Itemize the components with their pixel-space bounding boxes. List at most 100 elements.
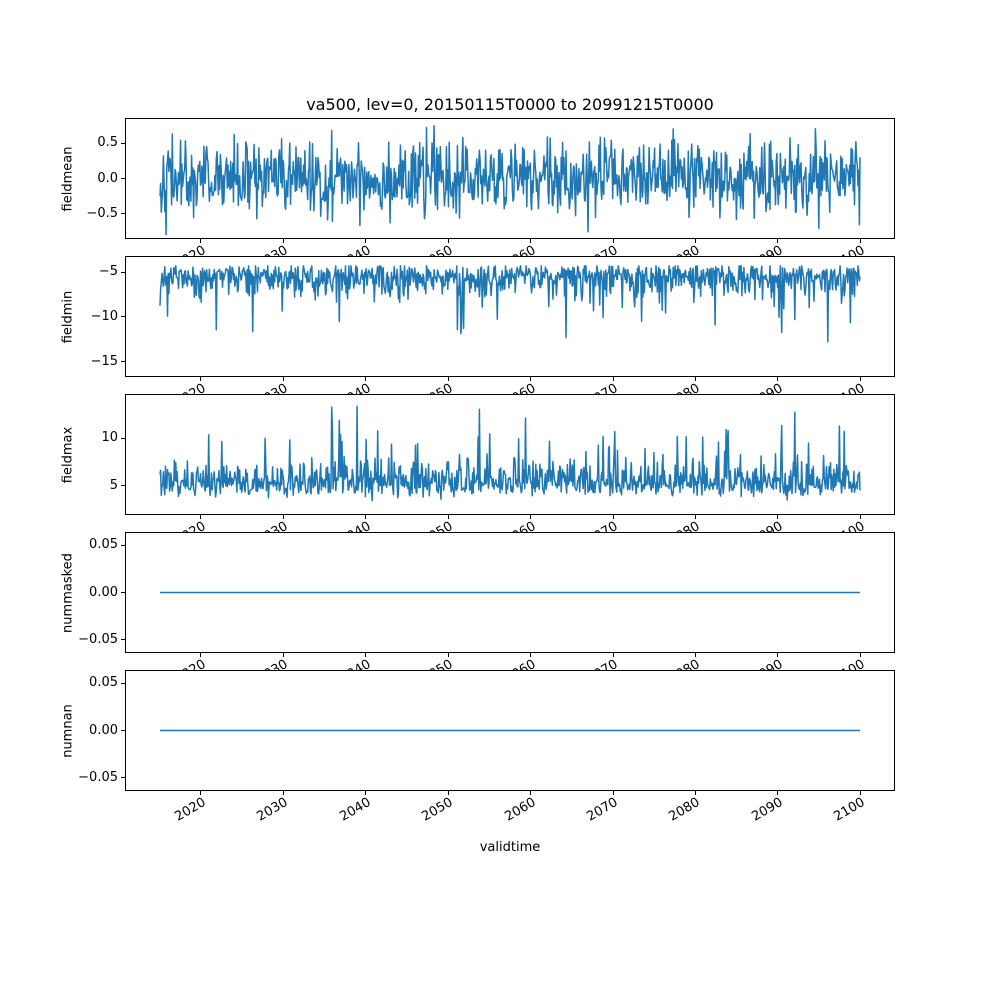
x-tick-mark [612, 239, 614, 243]
y-tick-label: −10 [90, 308, 118, 324]
x-tick-mark [282, 515, 284, 519]
x-tick-mark [365, 377, 367, 381]
series-line-fieldmin [159, 265, 861, 343]
y-tick-label: 0.0 [97, 170, 118, 186]
y-tick-label: −0.05 [78, 631, 118, 647]
x-tick-mark [365, 653, 367, 657]
x-tick-mark [612, 791, 614, 795]
x-tick-mark [447, 653, 449, 657]
plot-canvas-nummasked [125, 532, 895, 653]
y-tick-label: 0.00 [89, 584, 118, 600]
x-tick-mark [447, 377, 449, 381]
subplot-fieldmax: fieldmax10520202030204020502060207020802… [61, 394, 895, 549]
y-tick-label: −0.5 [86, 205, 118, 221]
y-tick-mark [121, 639, 125, 641]
x-tick-mark [777, 377, 779, 381]
x-tick-mark [694, 791, 696, 795]
x-tick-mark [282, 653, 284, 657]
series-line-fieldmax [159, 405, 861, 502]
y-tick-mark [121, 544, 125, 546]
x-tick-mark [282, 791, 284, 795]
y-axis-label-fieldmin: fieldmin [60, 290, 76, 343]
x-tick-label: 2030 [254, 795, 291, 825]
x-tick-mark [200, 377, 202, 381]
x-tick-mark [859, 791, 861, 795]
x-tick-mark [365, 239, 367, 243]
x-tick-label: 2040 [337, 795, 374, 825]
y-tick-mark [121, 682, 125, 684]
axes-frame [125, 118, 895, 239]
y-tick-label: 0.5 [97, 135, 118, 151]
x-tick-mark [859, 239, 861, 243]
x-tick-label: 2060 [501, 795, 539, 825]
x-tick-mark [694, 515, 696, 519]
x-tick-label: 2100 [831, 795, 868, 825]
y-tick-mark [121, 178, 125, 179]
x-tick-mark [777, 791, 779, 795]
x-tick-mark [447, 791, 449, 795]
x-tick-mark [694, 377, 696, 381]
y-tick-mark [121, 777, 125, 779]
x-tick-mark [447, 239, 449, 243]
plot-canvas-fieldmax [125, 394, 895, 515]
y-axis-label-nummasked: nummasked [60, 552, 76, 633]
x-tick-mark [447, 515, 449, 519]
x-tick-mark [530, 377, 532, 381]
y-tick-label: 0.05 [89, 675, 118, 691]
y-tick-mark [121, 485, 125, 487]
figure-title: va500, lev=0, 20150115T0000 to 20991215T… [306, 95, 714, 114]
plot-canvas-fieldmean [125, 118, 895, 239]
x-tick-mark [200, 239, 202, 243]
y-tick-mark [121, 437, 125, 439]
y-tick-label: 10 [101, 430, 118, 446]
subplot-fieldmean: fieldmean0.50.0−0.5202020302040205020602… [61, 118, 895, 273]
y-tick-mark [121, 316, 125, 318]
x-axis-title: validtime [479, 840, 541, 855]
series-line-fieldmean [159, 124, 861, 236]
x-tick-mark [694, 239, 696, 243]
x-tick-mark [777, 239, 779, 243]
y-axis-label-numnan: numnan [60, 703, 76, 758]
x-tick-mark [200, 653, 202, 657]
y-tick-mark [121, 142, 125, 144]
y-axis-label-fieldmax: fieldmax [60, 426, 76, 483]
x-tick-mark [530, 239, 532, 243]
subplot-numnan: numnan 0.05 0.00 −0.05 2020 2030 2040 2050 2060 2… [61, 670, 895, 825]
x-tick-mark [694, 653, 696, 657]
x-tick-mark [530, 515, 532, 519]
x-tick-mark [282, 239, 284, 243]
x-tick-mark [859, 377, 861, 381]
x-tick-mark [365, 791, 367, 795]
x-tick-mark [282, 377, 284, 381]
y-tick-label: 0.05 [89, 537, 118, 553]
y-tick-mark [121, 213, 125, 215]
x-tick-mark [859, 515, 861, 519]
x-tick-label: 2020 [172, 795, 209, 825]
x-tick-mark [777, 515, 779, 519]
y-tick-label: −5 [98, 264, 118, 280]
y-tick-mark [121, 730, 125, 731]
x-tick-mark [200, 515, 202, 519]
x-tick-label: 2070 [584, 795, 621, 825]
y-tick-mark [121, 271, 125, 273]
x-tick-mark [859, 653, 861, 657]
x-tick-mark [612, 653, 614, 657]
x-tick-mark [612, 515, 614, 519]
y-axis-label-fieldmean: fieldmean [60, 146, 76, 211]
x-tick-mark [530, 791, 532, 795]
x-tick-mark [365, 515, 367, 519]
y-tick-mark [121, 592, 125, 593]
y-tick-label: −15 [90, 353, 118, 369]
x-tick-mark [777, 653, 779, 657]
y-tick-mark [121, 361, 125, 363]
subplot-nummasked: nummasked0.050.00−0.05202020302040205020… [61, 532, 895, 687]
x-tick-label: 2050 [419, 795, 456, 825]
x-tick-label: 2080 [666, 795, 703, 825]
y-tick-label: 5 [109, 477, 118, 493]
plot-canvas-numnan [125, 670, 895, 791]
x-tick-mark [200, 791, 202, 795]
x-tick-mark [612, 377, 614, 381]
y-tick-label: −0.05 [78, 769, 118, 785]
